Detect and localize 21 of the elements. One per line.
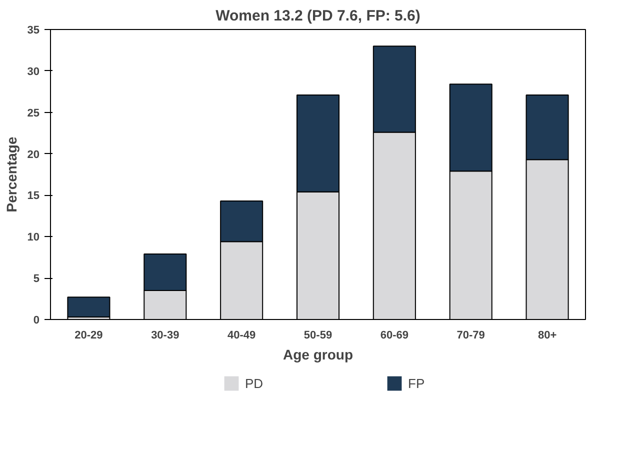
y-tick-label: 20 [27,148,40,161]
x-axis-title: Age group [283,346,354,362]
x-tick-label: 50-59 [304,330,332,342]
y-tick-label: 5 [33,273,40,286]
y-axis-title: Percentage [3,136,20,212]
x-tick-label: 30-39 [151,330,180,342]
x-tick-label: 60-69 [380,330,408,342]
y-tick-label: 15 [27,190,40,202]
chart-title: Women 13.2 (PD 7.6, FP: 5.6) [216,8,420,24]
legend-label: FP [408,376,426,390]
y-tick-label: 35 [27,24,40,36]
x-tick-label: 40-49 [228,330,256,342]
x-tick-label: 80+ [538,330,557,342]
y-tick-label: 30 [27,66,40,78]
bar [67,296,110,318]
x-tick-label: 70-79 [456,330,485,342]
legend-label: PD [245,376,264,390]
x-tick-label: 20-29 [74,330,103,342]
y-tick-label: 0 [33,314,40,326]
y-tick-label: 10 [27,232,40,244]
y-tick-label: 25 [27,107,40,120]
